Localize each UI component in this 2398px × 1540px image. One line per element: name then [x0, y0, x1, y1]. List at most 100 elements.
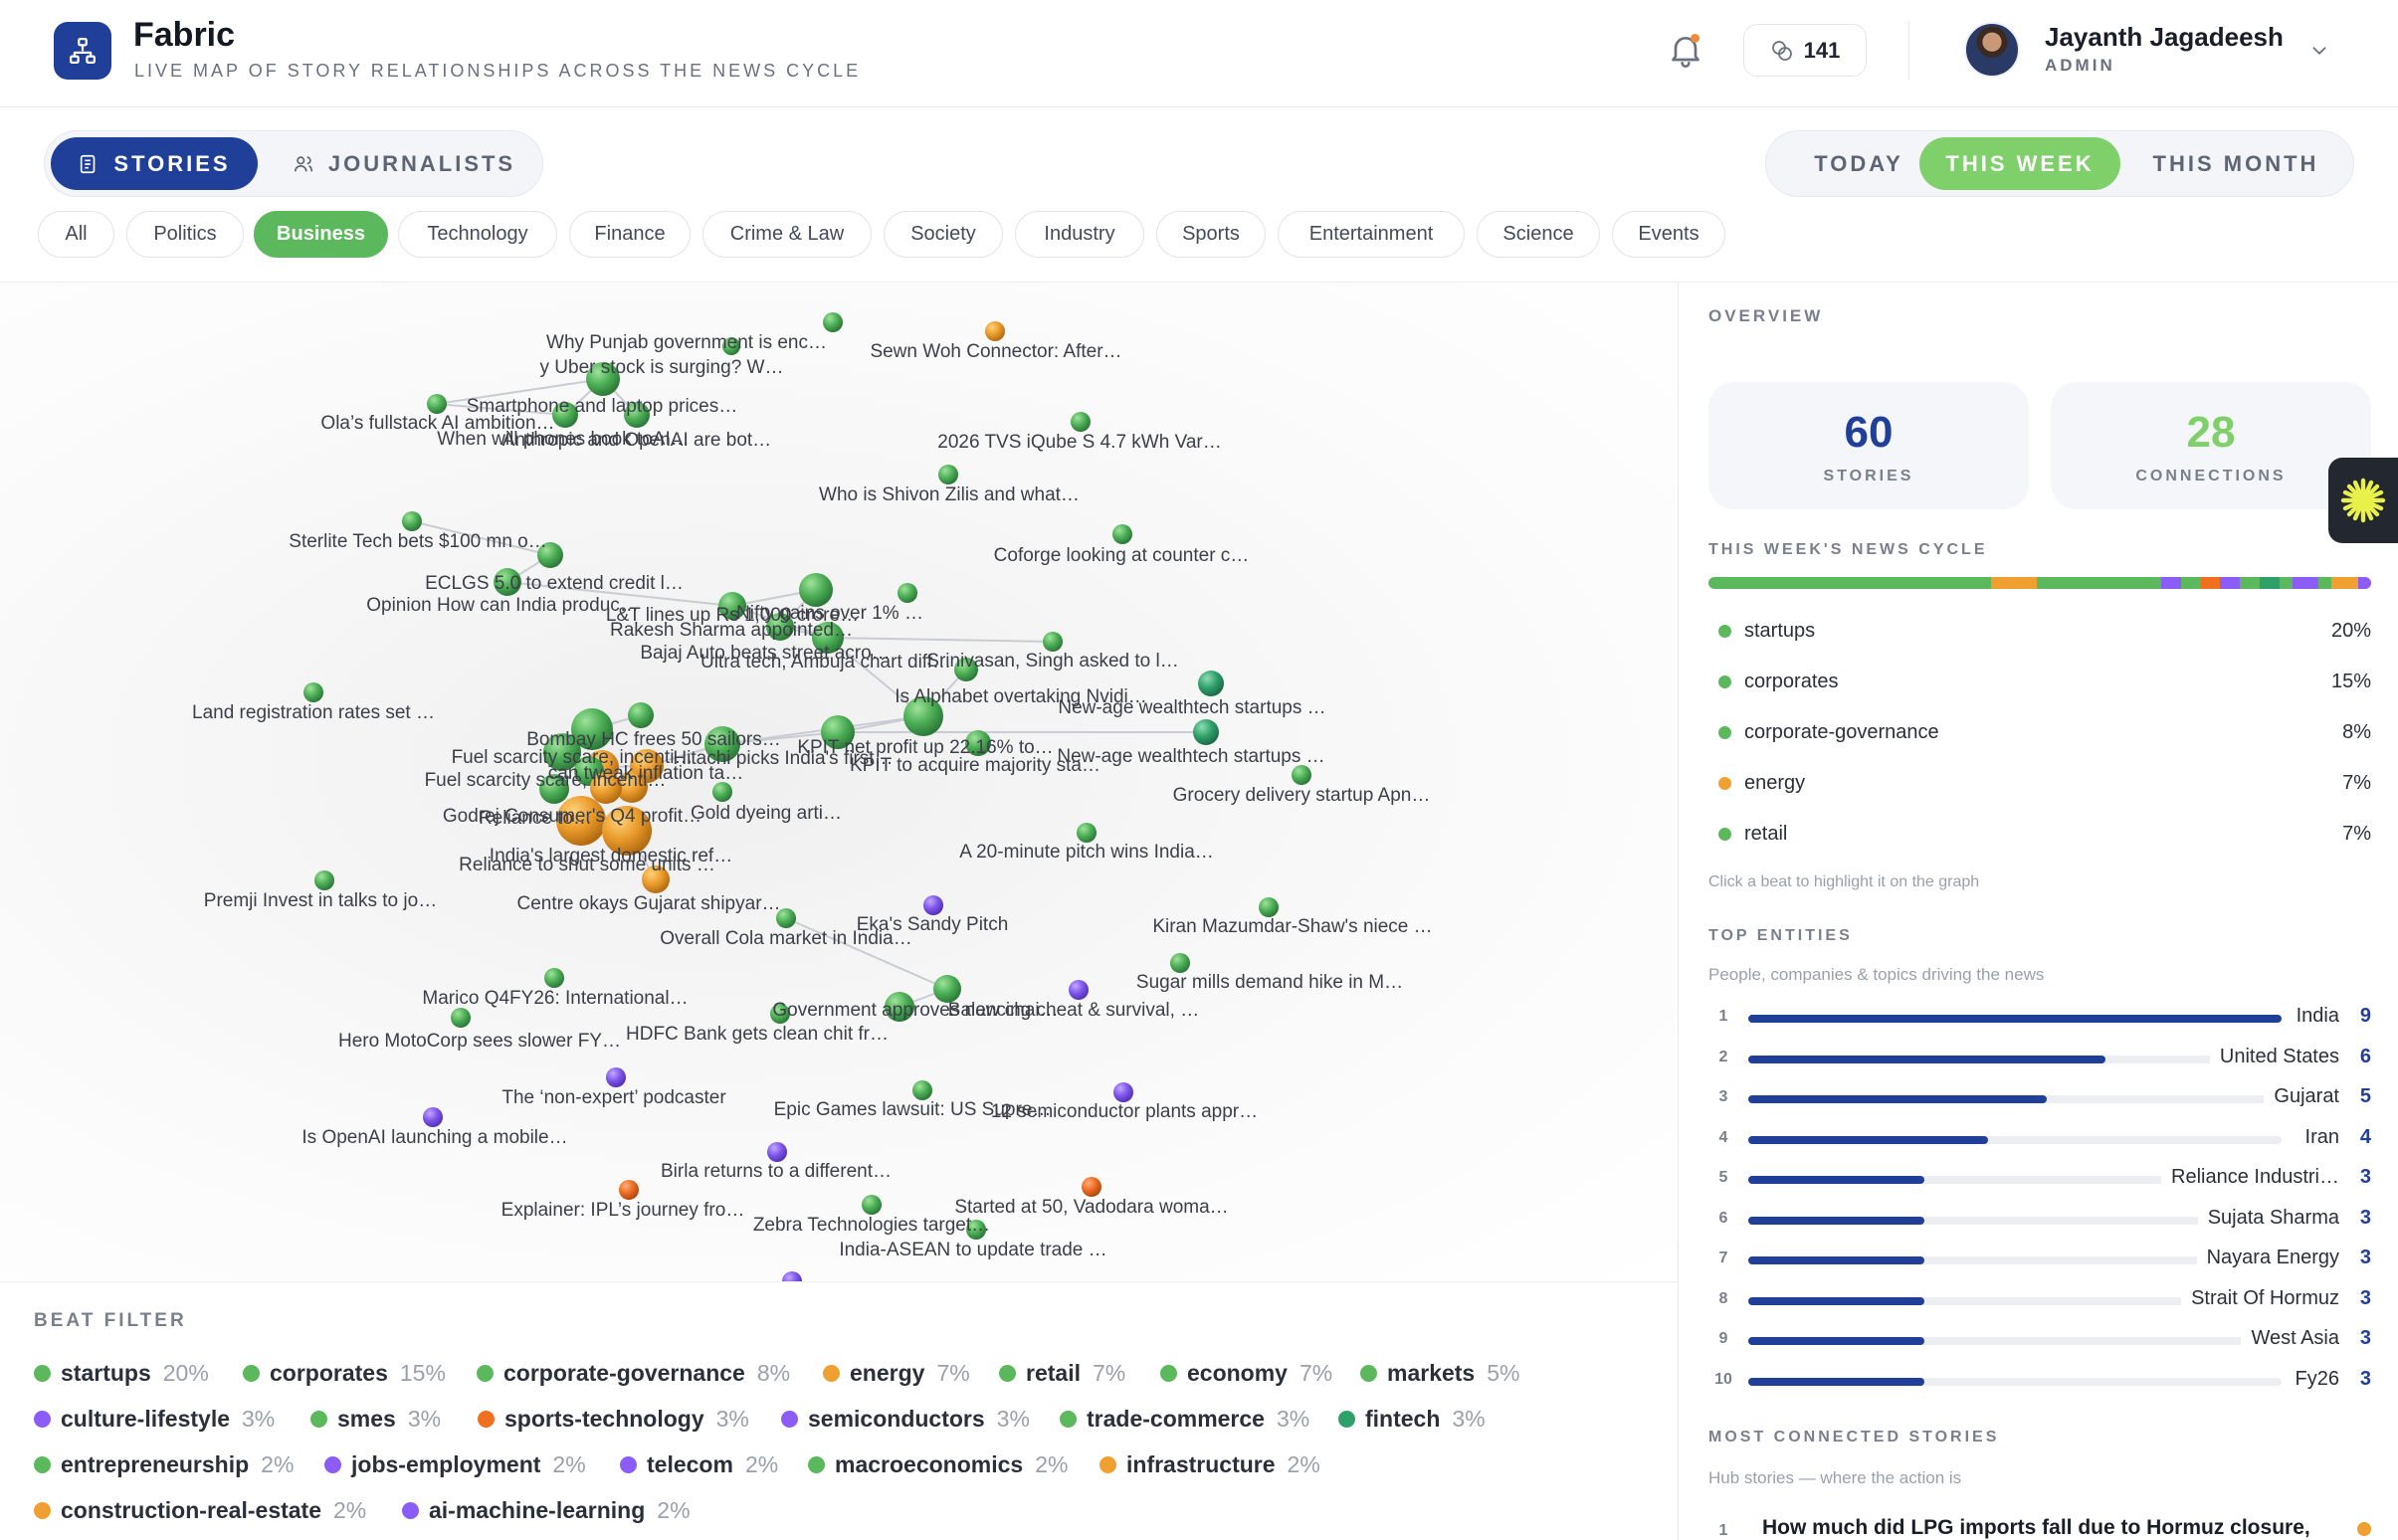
news-cycle-segment[interactable]	[2259, 577, 2280, 589]
range-this-week[interactable]: THIS WEEK	[1919, 137, 2120, 190]
category-society[interactable]: Society	[884, 211, 1003, 258]
top-beat-row[interactable]: energy 7%	[1708, 768, 2371, 798]
range-this-month[interactable]: THIS MONTH	[2152, 150, 2319, 176]
news-cycle-segment[interactable]	[2200, 577, 2221, 589]
beat-filter-item[interactable]: smes 3%	[310, 1406, 441, 1433]
story-node[interactable]	[303, 682, 323, 702]
story-node[interactable]	[898, 583, 917, 603]
story-node[interactable]	[862, 1195, 882, 1215]
story-node[interactable]	[624, 402, 650, 428]
category-crime-law[interactable]: Crime & Law	[702, 211, 872, 258]
bell-icon[interactable]	[1666, 30, 1705, 70]
hub-story-item[interactable]: 1 How much did LPG imports fall due to H…	[1708, 1516, 2371, 1540]
news-cycle-segment[interactable]	[2180, 577, 2201, 589]
story-node[interactable]	[586, 362, 620, 396]
story-node[interactable]	[423, 1107, 443, 1127]
news-cycle-segment[interactable]	[2292, 577, 2306, 589]
story-node[interactable]	[704, 726, 740, 762]
news-cycle-segment[interactable]	[2082, 577, 2128, 589]
story-node[interactable]	[1112, 524, 1132, 544]
beat-filter-item[interactable]: trade-commerce 3%	[1060, 1406, 1309, 1433]
category-science[interactable]: Science	[1477, 211, 1600, 258]
news-cycle-segment[interactable]	[2279, 577, 2293, 589]
beat-filter-item[interactable]: infrastructure 2%	[1099, 1451, 1320, 1478]
story-node[interactable]	[985, 321, 1005, 341]
story-node[interactable]	[1077, 823, 1097, 843]
beat-filter-item[interactable]: economy 7%	[1160, 1360, 1332, 1387]
category-business[interactable]: Business	[254, 211, 388, 258]
story-node[interactable]	[619, 1180, 639, 1200]
entity-row[interactable]: 8 Strait Of Hormuz 3	[1708, 1285, 2371, 1315]
story-node[interactable]	[602, 806, 652, 856]
story-node[interactable]	[1043, 632, 1063, 652]
top-beat-row[interactable]: corporate-governance 8%	[1708, 717, 2371, 747]
story-node[interactable]	[782, 1271, 802, 1281]
story-node[interactable]	[402, 511, 422, 531]
news-cycle-segment[interactable]	[2344, 577, 2358, 589]
news-cycle-segment[interactable]	[1708, 577, 1840, 589]
news-cycle-segment[interactable]	[2357, 577, 2371, 589]
logo[interactable]	[54, 22, 111, 80]
story-node[interactable]	[933, 975, 961, 1003]
story-node[interactable]	[938, 465, 958, 484]
category-entertainment[interactable]: Entertainment	[1278, 211, 1465, 258]
news-cycle-segment[interactable]	[2240, 577, 2260, 589]
entity-row[interactable]: 2 United States 6	[1708, 1044, 2371, 1073]
story-node[interactable]	[954, 658, 978, 681]
story-node[interactable]	[966, 1220, 986, 1240]
news-cycle-bar[interactable]	[1708, 577, 2371, 589]
story-node[interactable]	[494, 568, 521, 596]
entity-row[interactable]: 3 Gujarat 5	[1708, 1083, 2371, 1113]
story-node[interactable]	[1170, 953, 1190, 973]
story-node[interactable]	[923, 895, 943, 915]
chevron-down-icon[interactable]	[2308, 40, 2330, 62]
story-node[interactable]	[590, 772, 622, 804]
news-cycle-segment[interactable]	[2305, 577, 2319, 589]
story-node[interactable]	[767, 1142, 787, 1162]
story-node[interactable]	[712, 782, 732, 802]
story-node[interactable]	[1113, 1082, 1133, 1102]
story-node[interactable]	[539, 774, 569, 804]
story-node[interactable]	[556, 796, 606, 846]
beat-filter-item[interactable]: entrepreneurship 2%	[34, 1451, 294, 1478]
category-industry[interactable]: Industry	[1015, 211, 1144, 258]
story-node[interactable]	[451, 1008, 471, 1028]
top-beat-row[interactable]: retail 7%	[1708, 819, 2371, 849]
top-beat-row[interactable]: startups 20%	[1708, 616, 2371, 646]
news-cycle-segment[interactable]	[1839, 577, 1938, 589]
top-beat-row[interactable]: corporates 15%	[1708, 667, 2371, 696]
entity-row[interactable]: 7 Nayara Energy 3	[1708, 1245, 2371, 1274]
story-node[interactable]	[1259, 897, 1279, 917]
story-node[interactable]	[821, 715, 855, 749]
range-today[interactable]: TODAY	[1814, 150, 1903, 176]
entity-row[interactable]: 10 Fy26 3	[1708, 1366, 2371, 1396]
story-node[interactable]	[314, 870, 334, 890]
category-finance[interactable]: Finance	[569, 211, 691, 258]
news-cycle-segment[interactable]	[1990, 577, 2037, 589]
beat-filter-item[interactable]: sports-technology 3%	[478, 1406, 749, 1433]
story-node[interactable]	[812, 622, 844, 654]
beat-filter-item[interactable]: culture-lifestyle 3%	[34, 1406, 275, 1433]
tab-stories[interactable]: STORIES	[51, 137, 258, 190]
news-cycle-segment[interactable]	[2128, 577, 2161, 589]
story-node[interactable]	[965, 730, 991, 756]
news-cycle-segment[interactable]	[2160, 577, 2181, 589]
story-node[interactable]	[628, 702, 654, 728]
story-node[interactable]	[799, 573, 833, 607]
avatar[interactable]	[1964, 22, 2020, 78]
story-node[interactable]	[537, 542, 563, 568]
story-graph-canvas[interactable]: Why Punjab government is enc… Sewn Woh Co…	[0, 283, 1678, 1281]
story-node[interactable]	[722, 337, 740, 355]
entity-row[interactable]: 6 Sujata Sharma 3	[1708, 1205, 2371, 1235]
story-node[interactable]	[766, 613, 794, 641]
story-node[interactable]	[616, 771, 648, 803]
news-cycle-segment[interactable]	[2036, 577, 2083, 589]
category-events[interactable]: Events	[1612, 211, 1725, 258]
story-node[interactable]	[552, 402, 578, 428]
news-cycle-segment[interactable]	[2220, 577, 2241, 589]
category-politics[interactable]: Politics	[126, 211, 244, 258]
news-cycle-segment[interactable]	[2318, 577, 2332, 589]
story-node[interactable]	[776, 908, 796, 928]
story-node[interactable]	[903, 696, 943, 736]
assistant-tab[interactable]	[2328, 458, 2398, 543]
